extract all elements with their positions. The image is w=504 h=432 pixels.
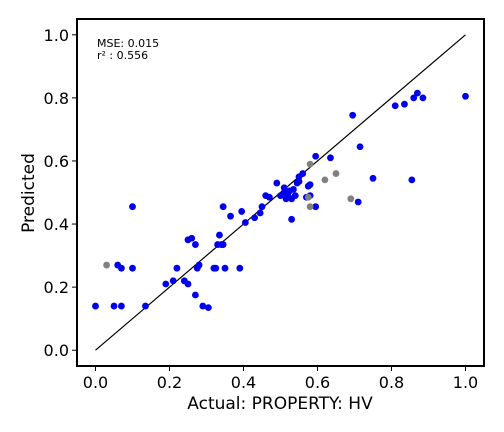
data-point-s0-2 — [118, 302, 125, 310]
x-tick-label: 0.4 — [231, 373, 256, 392]
data-point-s0-41 — [280, 184, 288, 192]
data-point-s0-38 — [273, 179, 281, 187]
data-point-s0-48 — [291, 192, 299, 200]
data-point-s0-65 — [401, 100, 408, 108]
x-tick-label: 0.8 — [379, 373, 404, 392]
data-point-s0-4 — [118, 264, 125, 272]
data-point-s0-27 — [219, 203, 227, 211]
data-point-s0-30 — [236, 264, 244, 272]
data-point-s0-22 — [212, 264, 220, 272]
data-point-s0-16 — [192, 291, 199, 299]
y-axis-ticks: 0.0 0.2 0.4 0.6 0.8 1.0 — [44, 26, 77, 360]
data-point-s0-5 — [129, 264, 136, 272]
data-point-s0-70 — [462, 92, 469, 100]
data-point-s0-46 — [288, 215, 295, 223]
r2-annotation: r² : 0.556 — [97, 49, 148, 62]
data-point-s0-50 — [295, 178, 303, 185]
y-tick-label: 0.2 — [44, 278, 69, 297]
data-point-s0-66 — [408, 176, 416, 184]
data-point-s1-6 — [347, 195, 355, 203]
x-tick-label: 0.0 — [83, 373, 108, 392]
data-point-s1-1 — [304, 193, 312, 201]
data-point-s0-62 — [356, 143, 364, 151]
data-point-s0-1 — [110, 302, 118, 310]
data-point-s0-47 — [290, 185, 297, 193]
data-point-s0-61 — [354, 198, 362, 206]
data-point-s1-2 — [306, 203, 314, 211]
data-point-s0-58 — [312, 203, 320, 211]
y-tick-label: 0.0 — [44, 341, 69, 360]
data-point-s0-24 — [216, 231, 223, 239]
data-point-s1-5 — [332, 170, 340, 177]
data-point-s0-32 — [241, 219, 249, 226]
data-point-s0-10 — [173, 264, 181, 272]
data-point-s1-3 — [306, 160, 314, 168]
y-tick-label: 0.8 — [44, 89, 69, 108]
data-point-s0-15 — [192, 241, 199, 248]
data-point-s0-14 — [188, 234, 196, 242]
data-point-s1-4 — [321, 176, 329, 184]
data-point-s0-7 — [142, 302, 149, 310]
y-tick-label: 0.6 — [44, 152, 69, 171]
data-point-s0-68 — [414, 89, 421, 97]
y-axis-label: Predicted — [19, 153, 39, 233]
plot-frame — [76, 18, 485, 367]
data-point-s0-52 — [299, 170, 307, 177]
data-point-s0-33 — [251, 214, 258, 222]
data-point-s0-55 — [306, 181, 314, 189]
data-point-s0-18 — [195, 261, 203, 269]
data-point-s0-26 — [219, 241, 227, 248]
data-point-s0-12 — [184, 280, 192, 288]
data-point-s0-9 — [169, 277, 177, 285]
data-point-s0-37 — [266, 193, 273, 201]
data-point-s0-64 — [391, 102, 399, 110]
data-point-s0-63 — [369, 174, 377, 182]
data-point-s0-60 — [349, 111, 357, 119]
y-tick-label: 0.4 — [44, 215, 69, 234]
x-axis-label: Actual: PROPERTY: HV — [187, 394, 373, 414]
x-tick-label: 0.6 — [305, 373, 330, 392]
data-point-s0-8 — [162, 280, 170, 288]
data-point-s0-34 — [256, 209, 264, 217]
data-point-s0-35 — [258, 203, 266, 211]
x-axis-ticks: 0.0 0.2 0.4 0.6 0.8 1.0 — [83, 366, 478, 392]
x-tick-label: 1.0 — [453, 373, 478, 392]
data-point-s0-6 — [129, 203, 136, 211]
data-point-s0-29 — [227, 212, 234, 220]
data-point-s0-69 — [419, 94, 427, 102]
data-point-s0-31 — [238, 208, 246, 215]
data-point-s0-57 — [312, 152, 320, 160]
data-point-s0-28 — [221, 264, 229, 272]
data-point-s0-0 — [92, 302, 99, 310]
data-point-s1-0 — [103, 261, 110, 269]
data-point-s0-59 — [327, 154, 334, 162]
data-point-s0-19 — [199, 302, 207, 310]
data-point-s0-67 — [410, 94, 418, 102]
data-points — [92, 89, 469, 312]
y-tick-label: 1.0 — [44, 26, 69, 45]
mse-annotation: MSE: 0.015 — [97, 37, 159, 50]
x-tick-label: 0.2 — [157, 373, 182, 392]
data-point-s0-20 — [204, 304, 212, 312]
